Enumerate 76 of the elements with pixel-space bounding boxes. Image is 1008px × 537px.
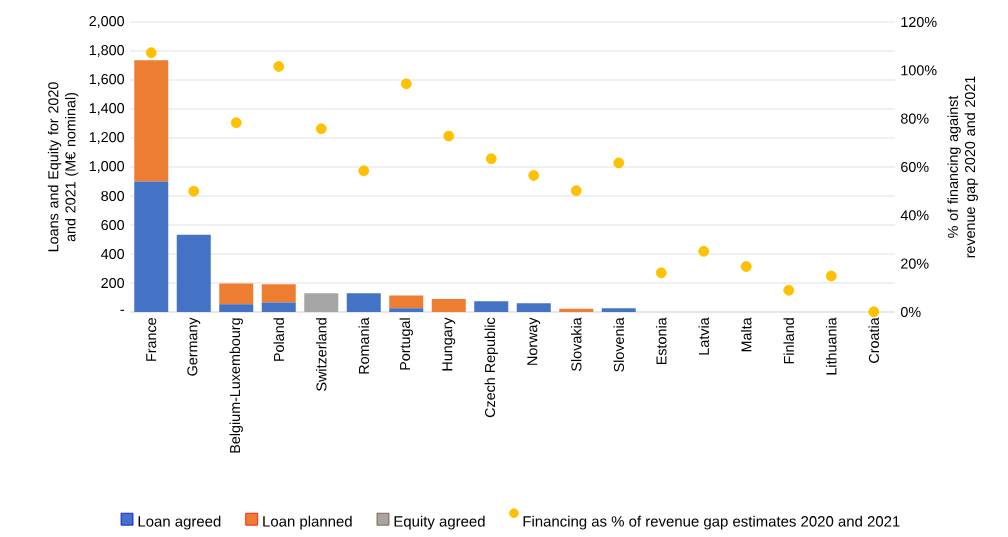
x-tick-label: Finland xyxy=(783,318,795,364)
x-tick-label: Poland xyxy=(273,318,284,361)
point xyxy=(698,246,710,257)
bar xyxy=(176,234,211,313)
point xyxy=(358,165,370,177)
y-tick-label: 1,400 xyxy=(89,103,125,116)
x-tick-label: Latvia xyxy=(698,317,710,355)
legend-label: Financing as % of revenue gap estimates 2020 and 2021 xyxy=(523,515,900,530)
point xyxy=(315,123,327,135)
point xyxy=(485,153,497,165)
y-axis-title: Loans and Equity for 2020 and 2021 (M€ nominal) xyxy=(47,82,79,252)
y-tick-label: 400 xyxy=(101,249,125,260)
x-tick-label: Lithuania xyxy=(825,317,837,375)
bar xyxy=(516,303,551,313)
x-tick-label: Slovakia xyxy=(570,317,582,372)
x-tick-label: Malta xyxy=(740,317,752,352)
point xyxy=(868,306,880,318)
y-tick-label: - xyxy=(120,309,124,312)
x-tick-label: Slovenia xyxy=(613,317,625,372)
point xyxy=(230,117,242,129)
x-tick-label: France xyxy=(146,318,157,361)
bar xyxy=(389,308,424,313)
y-tick-label: 2,000 xyxy=(89,16,125,29)
legend-label: Loan agreed xyxy=(138,515,221,530)
y2-tick-label: 60% xyxy=(901,162,929,173)
y-tick-label: 1,200 xyxy=(89,132,125,145)
point xyxy=(655,267,667,279)
y-tick-label: 800 xyxy=(101,191,125,202)
bar xyxy=(134,60,169,182)
x-tick-label: Portugal xyxy=(399,318,413,370)
point xyxy=(145,47,157,59)
y-tick-label: 1,800 xyxy=(89,45,125,58)
y-tick-label: 600 xyxy=(101,220,125,231)
bar xyxy=(431,299,466,313)
y2-tick-label: 120% xyxy=(901,17,937,28)
bar xyxy=(346,293,381,313)
x-tick-label: Croatia xyxy=(868,317,880,364)
x-tick-label: Hungary xyxy=(442,317,456,371)
x-tick-label: Czech Republic xyxy=(484,317,498,418)
bar xyxy=(601,308,636,313)
x-tick-label: Switzerland xyxy=(315,318,327,392)
y-tick-label: 200 xyxy=(101,278,125,289)
x-tick-label: Estonia xyxy=(655,317,667,365)
point xyxy=(528,170,540,181)
point xyxy=(783,284,795,296)
y-tick-label: 1,000 xyxy=(89,161,125,174)
y2-tick-label: 20% xyxy=(901,258,929,269)
x-tick-label: Germany xyxy=(187,317,201,376)
bar xyxy=(261,284,296,303)
bar xyxy=(219,283,254,305)
legend-label: Equity agreed xyxy=(394,515,485,530)
point xyxy=(825,270,837,282)
bar xyxy=(261,302,296,313)
y2-tick-label: 40% xyxy=(900,210,929,221)
y2-tick-label: 0% xyxy=(900,307,921,318)
bar xyxy=(389,295,424,309)
bar xyxy=(219,304,254,313)
point xyxy=(740,261,752,273)
x-tick-label: Norway xyxy=(527,317,541,365)
point xyxy=(273,61,285,72)
point xyxy=(188,185,200,197)
point xyxy=(443,130,455,142)
y-tick-label: 1,600 xyxy=(89,74,125,87)
y2-tick-label: 80% xyxy=(901,113,929,124)
bar xyxy=(304,293,339,313)
y2-axis-title: % of financing against revenue gap 2020 and 2021 xyxy=(947,76,978,258)
point xyxy=(570,185,582,197)
legend-label: Loan planned xyxy=(263,515,352,530)
bar xyxy=(559,308,594,313)
bar xyxy=(134,181,169,313)
x-tick-label: Romania xyxy=(358,317,370,374)
bar xyxy=(474,301,509,313)
x-tick-label: Belgium-Luxembourg xyxy=(229,318,243,453)
y2-tick-label: 100% xyxy=(901,65,937,76)
point xyxy=(613,157,625,169)
point xyxy=(400,78,412,90)
